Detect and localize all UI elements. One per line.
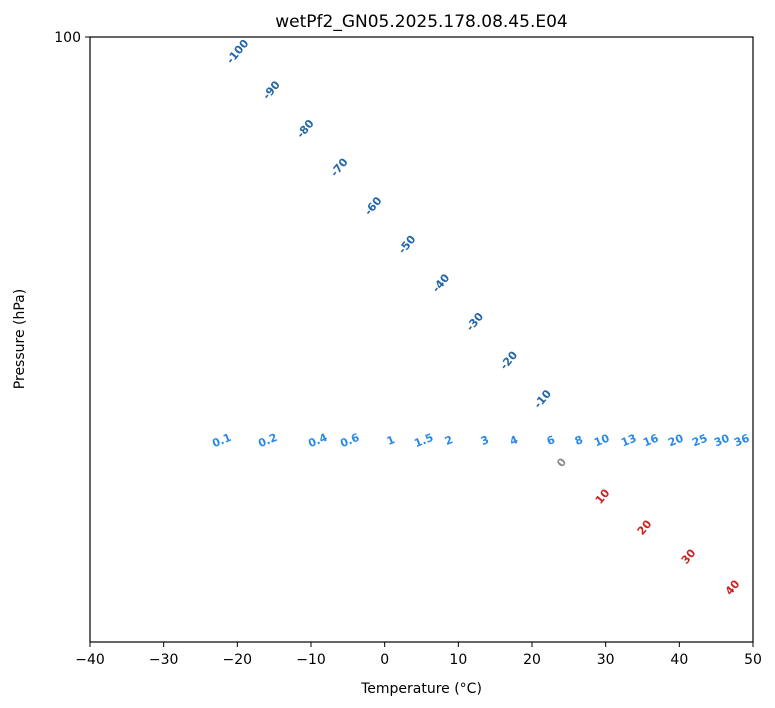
plot-background	[90, 37, 753, 642]
x-tick-label: −20	[223, 652, 253, 668]
x-tick-label: 30	[597, 652, 615, 668]
mixing-ratio-label: 25	[690, 432, 709, 450]
mixing-ratio-label: 13	[619, 432, 638, 450]
y-tick-label: 100	[54, 30, 81, 46]
mixing-ratio-label: 36	[732, 432, 751, 450]
x-tick-label: 0	[380, 652, 389, 668]
x-tick-label: 40	[670, 652, 688, 668]
x-tick-label: −40	[75, 652, 105, 668]
y-axis-label: Pressure (hPa)	[12, 289, 28, 389]
mixing-ratio-label: 2	[443, 433, 455, 448]
x-axis-label: Temperature (°C)	[360, 681, 482, 697]
axis-ticks: −40−30−20−100102030405010020030040050060…	[54, 30, 762, 668]
plot-frame	[89, 36, 754, 643]
x-tick-label: −10	[296, 652, 326, 668]
mixing-ratio-label: 8	[573, 433, 585, 448]
x-tick-label: −30	[149, 652, 179, 668]
mixing-ratio-label: 20	[666, 432, 685, 450]
x-tick-label: 20	[523, 652, 541, 668]
x-tick-label: 10	[449, 652, 467, 668]
mixing-ratio-label: 30	[712, 432, 731, 450]
chart-title: wetPf2_GN05.2025.178.08.45.E04	[275, 12, 567, 32]
x-tick-label: 50	[744, 652, 762, 668]
mixing-ratio-label: 3	[479, 433, 491, 448]
mixing-ratio-label: 10	[592, 432, 611, 450]
mixing-ratio-label: 16	[641, 432, 660, 450]
mixing-ratio-label: 1	[385, 433, 397, 448]
